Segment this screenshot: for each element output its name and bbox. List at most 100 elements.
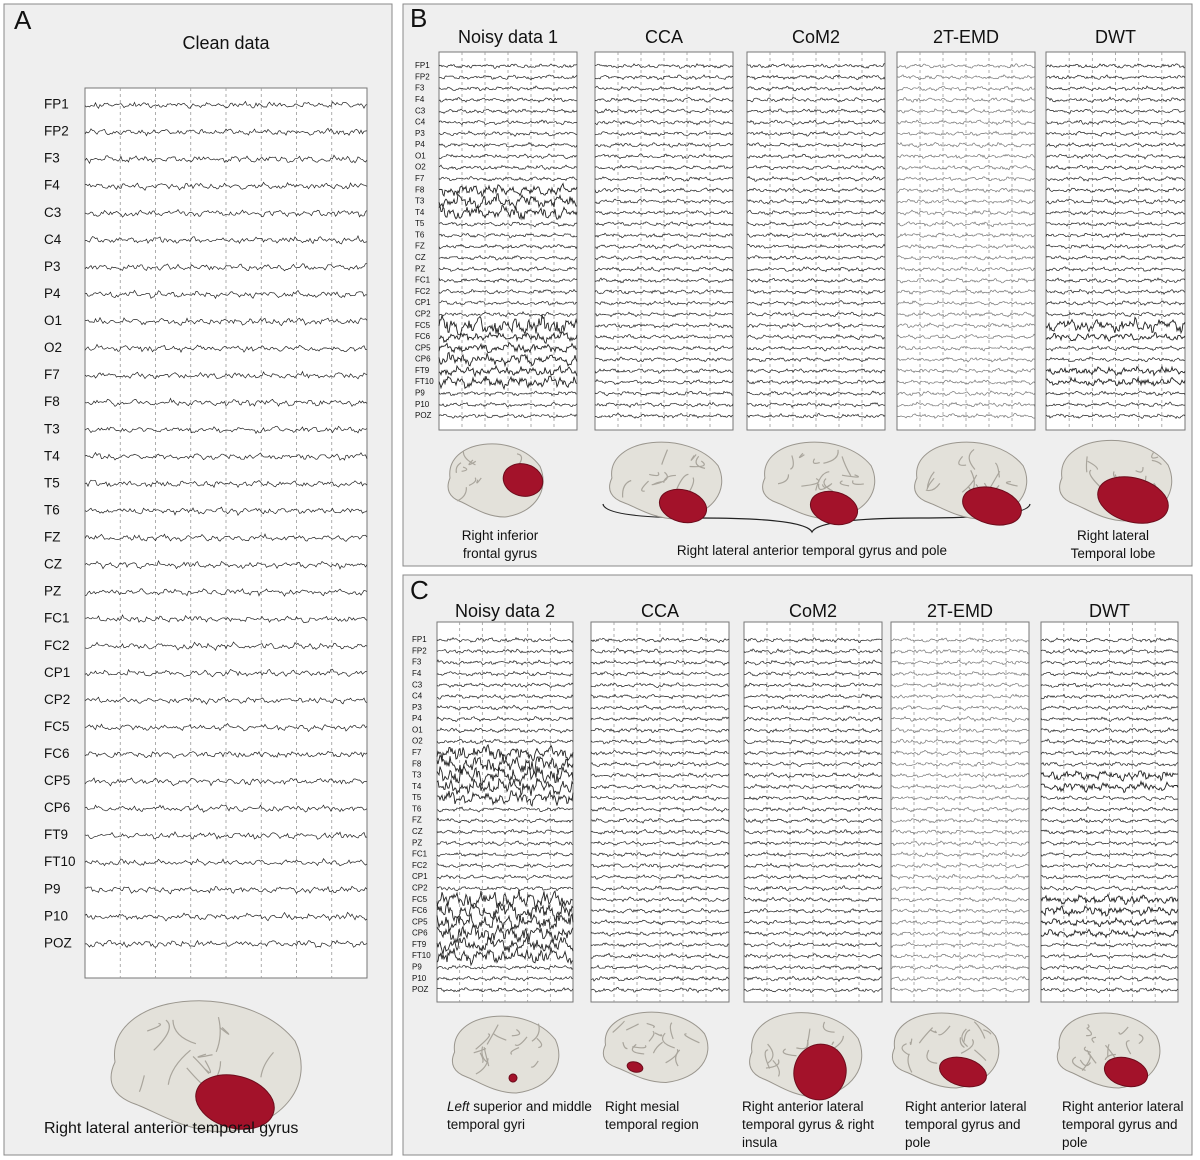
- eeg-trace: [438, 130, 578, 137]
- eeg-trace: [743, 840, 883, 846]
- eeg-trace: [746, 175, 886, 182]
- channel-label: P3: [44, 259, 61, 274]
- channel-label: PZ: [44, 584, 61, 599]
- eeg-trace: [438, 288, 578, 295]
- eeg-trace: [890, 693, 1030, 700]
- eeg-trace: [438, 182, 578, 198]
- eeg-trace: [590, 896, 730, 903]
- eeg-trace: [590, 682, 730, 688]
- channel-label: F8: [415, 185, 425, 194]
- eeg-trace: [590, 705, 730, 711]
- eeg-trace: [84, 696, 368, 705]
- channel-label: C3: [415, 106, 426, 115]
- brain-sulcus: [960, 1039, 974, 1054]
- eeg-trace: [84, 911, 368, 922]
- channel-label: O1: [44, 313, 62, 328]
- eeg-trace: [590, 964, 730, 971]
- channel-label: FT9: [44, 827, 68, 842]
- channel-label: CP5: [415, 343, 431, 352]
- channel-label: P9: [412, 963, 422, 972]
- eeg-trace: [743, 648, 883, 655]
- channel-label: FP2: [412, 646, 427, 655]
- eeg-trace: [896, 85, 1036, 92]
- eeg-trace: [743, 930, 883, 937]
- eeg-trace: [1045, 331, 1186, 342]
- eeg-trace: [594, 356, 734, 363]
- eeg-trace: [890, 941, 1030, 949]
- brain-sulcus: [153, 1019, 170, 1051]
- eeg-trace: [84, 804, 368, 813]
- column-title: Noisy data 1: [458, 27, 558, 47]
- brain-sulcus: [983, 1029, 992, 1035]
- eeg-trace: [743, 806, 883, 813]
- channel-label: CP2: [415, 309, 431, 318]
- channel-label: T4: [412, 782, 422, 791]
- brain-sulcus: [801, 477, 820, 487]
- panel-label: B: [410, 3, 427, 33]
- eeg-trace: [1040, 693, 1179, 700]
- eeg-trace: [438, 375, 578, 391]
- brain-sulcus: [462, 451, 476, 466]
- eeg-trace: [436, 753, 574, 775]
- channel-label: F7: [44, 367, 60, 382]
- channel-label: T3: [412, 771, 422, 780]
- eeg-trace: [896, 356, 1036, 363]
- brain-sulcus: [197, 1053, 213, 1058]
- eeg-trace: [896, 300, 1036, 306]
- channel-label: T6: [412, 804, 422, 813]
- brain-sulcus: [806, 1028, 811, 1048]
- eeg-trace: [746, 300, 886, 307]
- eeg-trace: [890, 885, 1030, 892]
- eeg-trace: [594, 131, 734, 137]
- eeg-trace: [436, 976, 574, 982]
- channel-label: FT10: [415, 377, 434, 386]
- eeg-trace: [436, 912, 574, 931]
- eeg-trace: [743, 783, 883, 790]
- channel-label: T3: [415, 197, 425, 206]
- eeg-trace: [1040, 964, 1179, 971]
- eeg-trace: [896, 413, 1036, 419]
- brain-sulcus: [661, 449, 669, 465]
- eeg-trace: [594, 322, 734, 329]
- eeg-trace: [890, 862, 1030, 869]
- eeg-trace: [743, 693, 883, 700]
- eeg-trace: [896, 254, 1036, 261]
- eeg-trace: [84, 451, 368, 461]
- channel-label: P4: [44, 286, 61, 301]
- channel-label: CP5: [44, 773, 70, 788]
- eeg-trace: [594, 300, 734, 306]
- eeg-trace: [744, 761, 883, 768]
- column-title: CCA: [645, 27, 683, 47]
- brain-render: [609, 441, 723, 524]
- eeg-trace: [436, 889, 574, 913]
- caption: Right inferior frontal gyrus: [445, 527, 555, 563]
- eeg-trace: [590, 716, 730, 722]
- eeg-trace: [436, 964, 574, 971]
- eeg-trace: [594, 198, 734, 205]
- brain-render: [1059, 439, 1173, 524]
- eeg-trace: [896, 288, 1036, 295]
- brain-sulcus: [839, 480, 850, 487]
- eeg-trace: [595, 243, 734, 250]
- eeg-trace: [1040, 795, 1179, 802]
- eeg-trace: [1045, 119, 1186, 126]
- column-title: 2T-EMD: [927, 601, 993, 621]
- eeg-trace: [1045, 277, 1186, 284]
- brain-sulcus: [219, 1026, 230, 1035]
- eeg-trace: [746, 74, 886, 81]
- brain-sulcus: [167, 1049, 191, 1085]
- channel-label: F4: [412, 669, 422, 678]
- brain-render: [602, 1011, 709, 1084]
- brain-sulcus: [1086, 1028, 1093, 1037]
- eeg-trace: [1040, 647, 1179, 655]
- eeg-trace: [1045, 85, 1186, 92]
- caption: Right anterior lateral temporal gyrus & …: [742, 1098, 892, 1152]
- eeg-trace: [438, 108, 578, 115]
- eeg-trace: [743, 772, 883, 779]
- eeg-trace: [743, 908, 882, 914]
- brain-render: [891, 1012, 1000, 1089]
- eeg-trace: [84, 641, 368, 652]
- channel-label: POZ: [415, 411, 432, 420]
- brain-sulcus: [1081, 1052, 1091, 1072]
- eeg-trace: [746, 266, 886, 273]
